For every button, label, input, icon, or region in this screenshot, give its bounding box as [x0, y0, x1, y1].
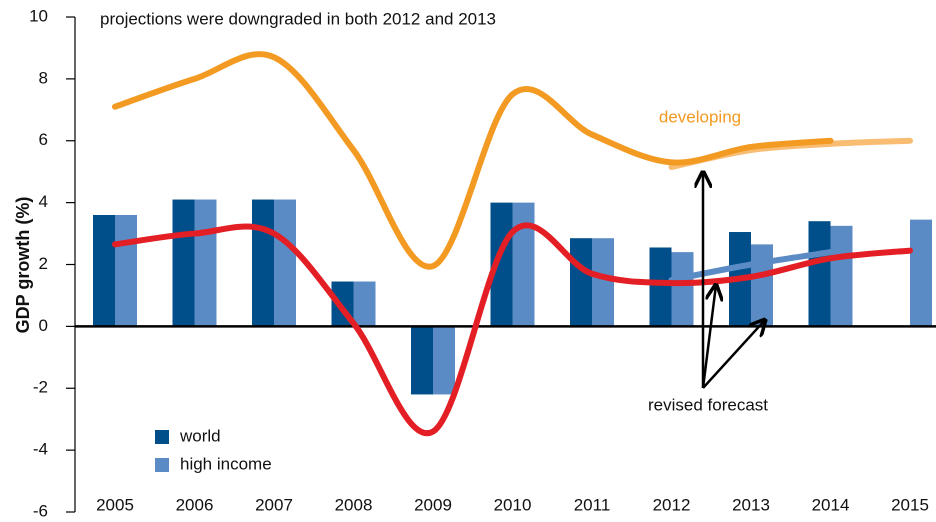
arrows	[703, 172, 765, 389]
line	[668, 249, 834, 283]
bar	[512, 202, 535, 327]
bar	[830, 225, 853, 327]
x-tick-label: 2014	[812, 495, 850, 514]
y-tick-label: 8	[39, 68, 48, 87]
bar	[433, 326, 455, 395]
arrow-label: revised forecast	[648, 395, 768, 414]
legend-swatch	[155, 430, 169, 444]
y-tick-label: -6	[33, 501, 48, 520]
line	[112, 51, 834, 270]
line	[112, 222, 913, 437]
bar	[353, 281, 376, 327]
bar	[490, 202, 513, 327]
y-tick-label: -4	[33, 440, 48, 459]
x-tick-label: 2005	[96, 495, 134, 514]
legend-label: high income	[180, 454, 272, 473]
bar	[910, 219, 932, 327]
legend-swatch	[155, 458, 169, 472]
bar	[808, 221, 831, 327]
bar	[570, 238, 592, 327]
bar	[93, 215, 115, 327]
bar	[671, 252, 694, 327]
y-axis-label: GDP growth (%)	[13, 197, 33, 334]
y-tick-label: 6	[39, 130, 48, 149]
x-tick-label: 2006	[176, 495, 214, 514]
bar	[274, 199, 296, 327]
y-tick-label: 4	[39, 192, 48, 211]
bar	[172, 199, 195, 327]
bar	[751, 244, 773, 327]
y-tick-label: 0	[39, 316, 48, 335]
bar	[194, 199, 217, 327]
bar	[411, 326, 433, 395]
x-tick-label: 2010	[494, 495, 532, 514]
x-tick-label: 2007	[255, 495, 293, 514]
x-tick-label: 2015	[891, 495, 929, 514]
bar	[649, 247, 672, 327]
y-tick-label: -2	[33, 378, 48, 397]
bar	[252, 199, 274, 327]
y-tick-label: 2	[39, 254, 48, 273]
annotation: projections were downgraded in both 2012…	[100, 9, 496, 28]
x-tick-label: 2011	[574, 495, 611, 514]
y-tick-label: 10	[29, 6, 48, 25]
legend-label: world	[179, 426, 221, 445]
x-tick-label: 2012	[653, 495, 691, 514]
line-label: developing	[659, 107, 741, 126]
bar	[592, 238, 614, 327]
x-tick-label: 2008	[335, 495, 373, 514]
bar	[115, 215, 137, 327]
x-tick-label: 2013	[732, 495, 770, 514]
x-tick-label: 2009	[414, 495, 452, 514]
